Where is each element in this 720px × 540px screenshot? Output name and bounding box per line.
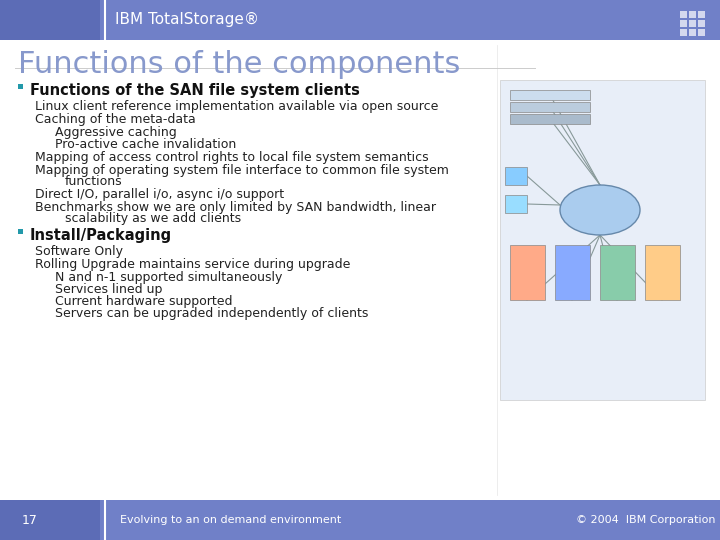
Bar — [0, 500, 720, 540]
Bar — [689, 11, 696, 18]
Text: IBM TotalStorage®: IBM TotalStorage® — [115, 12, 259, 28]
Bar — [680, 20, 687, 27]
Bar — [645, 245, 680, 300]
Text: Benchmarks show we are only limited by SAN bandwidth, linear: Benchmarks show we are only limited by S… — [35, 201, 436, 214]
Text: N and n-1 supported simultaneously: N and n-1 supported simultaneously — [55, 271, 282, 284]
Bar — [510, 245, 545, 300]
Bar — [510, 114, 590, 124]
Bar — [505, 167, 527, 185]
Text: Install/Packaging: Install/Packaging — [30, 228, 172, 243]
Text: Functions of the components: Functions of the components — [18, 50, 460, 79]
Bar — [600, 245, 635, 300]
Bar — [17, 228, 22, 233]
Text: © 2004  IBM Corporation: © 2004 IBM Corporation — [575, 515, 715, 525]
Text: Direct I/O, parallel i/o, async i/o support: Direct I/O, parallel i/o, async i/o supp… — [35, 188, 284, 201]
Bar — [0, 0, 100, 40]
Bar — [17, 84, 22, 89]
Text: Evolving to an on demand environment: Evolving to an on demand environment — [120, 515, 341, 525]
Ellipse shape — [560, 185, 640, 235]
Text: Linux client reference implementation available via open source: Linux client reference implementation av… — [35, 100, 438, 113]
Bar — [510, 90, 590, 100]
Bar — [698, 11, 705, 18]
Bar — [698, 29, 705, 36]
Bar — [0, 500, 100, 540]
Text: Aggressive caching: Aggressive caching — [55, 126, 176, 139]
Bar — [698, 20, 705, 27]
Text: Pro-active cache invalidation: Pro-active cache invalidation — [55, 138, 236, 151]
Bar — [680, 29, 687, 36]
Text: Functions of the SAN file system clients: Functions of the SAN file system clients — [30, 83, 360, 98]
Bar — [505, 195, 527, 213]
Text: Mapping of operating system file interface to common file system: Mapping of operating system file interfa… — [35, 164, 449, 177]
Bar — [689, 29, 696, 36]
Bar — [510, 102, 590, 112]
Bar — [0, 0, 720, 40]
Bar — [555, 245, 590, 300]
Text: Software Only: Software Only — [35, 245, 123, 258]
Text: Current hardware supported: Current hardware supported — [55, 295, 233, 308]
Text: Mapping of access control rights to local file system semantics: Mapping of access control rights to loca… — [35, 151, 428, 164]
Text: scalability as we add clients: scalability as we add clients — [65, 212, 241, 225]
Text: Caching of the meta-data: Caching of the meta-data — [35, 113, 196, 126]
Text: functions: functions — [65, 175, 122, 188]
Bar — [689, 20, 696, 27]
Bar — [680, 11, 687, 18]
Text: Services lined up: Services lined up — [55, 283, 163, 296]
Text: 17: 17 — [22, 514, 38, 526]
Bar — [500, 80, 705, 400]
Text: Servers can be upgraded independently of clients: Servers can be upgraded independently of… — [55, 307, 369, 320]
Text: Rolling Upgrade maintains service during upgrade: Rolling Upgrade maintains service during… — [35, 258, 351, 271]
